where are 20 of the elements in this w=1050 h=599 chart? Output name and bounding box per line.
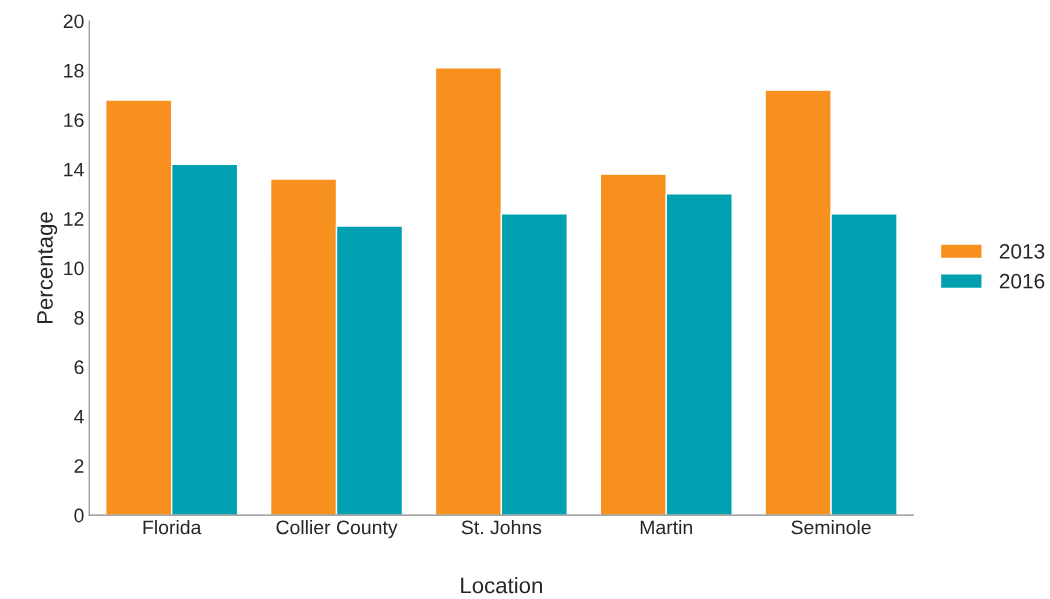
y-tick-label: 0 xyxy=(74,508,84,523)
legend-label: 2013 xyxy=(999,243,1045,259)
x-tick-label: Collier County xyxy=(276,520,398,539)
y-tick-label: 6 xyxy=(74,360,84,375)
y-tick-label: 12 xyxy=(64,212,84,226)
legend-label: 2016 xyxy=(999,273,1045,289)
x-tick-label: St. Johns xyxy=(461,520,542,535)
y-tick-label: 8 xyxy=(74,310,84,325)
y-axis-title: Percentage xyxy=(37,212,58,324)
y-tick-label: 16 xyxy=(64,113,84,128)
x-tick-label: Florida xyxy=(143,520,202,535)
y-tick-label: 4 xyxy=(74,409,84,424)
y-tick-label: 10 xyxy=(64,261,84,276)
x-tick-label: Martin xyxy=(640,520,692,535)
y-tick-label: 18 xyxy=(64,63,84,78)
y-tick-label: 20 xyxy=(63,14,84,29)
y-tick-label: 14 xyxy=(64,162,84,177)
x-tick-label: Seminole xyxy=(791,520,871,535)
y-tick-label: 2 xyxy=(74,459,84,473)
x-axis-title: Location xyxy=(461,577,542,594)
